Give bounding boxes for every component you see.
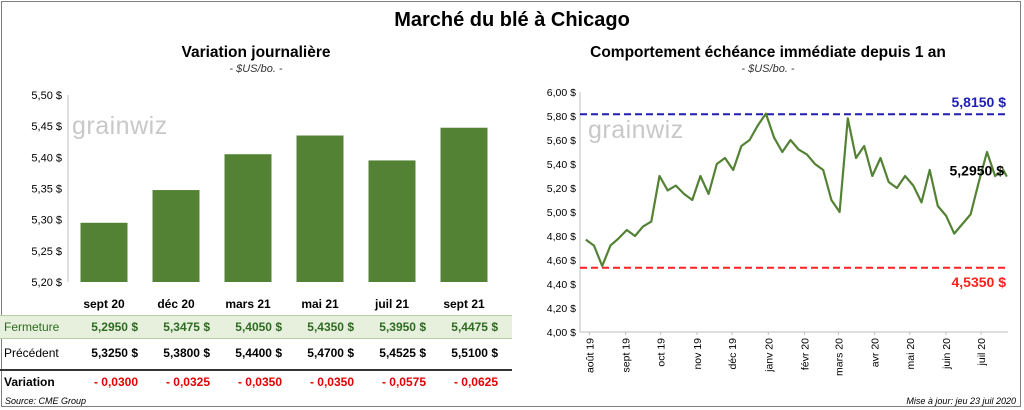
- right-chart-subtitle: - $US/bo. -: [741, 63, 795, 75]
- x-tick-label: sept 20: [83, 297, 125, 311]
- x-tick-label: avr 20: [870, 338, 882, 367]
- x-tick-label: juin 20: [941, 338, 953, 370]
- variation-cell: - 0,0300: [93, 375, 138, 389]
- y-tick-label: 5,20 $: [31, 277, 62, 289]
- close-cell: 5,3475 $: [163, 320, 210, 334]
- row-label-variation: Variation: [4, 375, 55, 389]
- table-row-previous: Précédent 5,3250 $ 5,3800 $ 5,4400 $ 5,4…: [0, 342, 512, 364]
- y-tick-label: 4,60 $: [547, 255, 576, 267]
- x-tick-label: mai 20: [905, 338, 917, 370]
- y-tick-label: 5,45 $: [31, 121, 62, 133]
- y-tick-label: 4,20 $: [547, 303, 576, 315]
- bar: [152, 190, 200, 282]
- previous-cell: 5,5100 $: [451, 346, 498, 360]
- y-tick-label: 5,40 $: [547, 159, 576, 171]
- x-tick-label: oct 19: [656, 338, 668, 367]
- x-tick-label: mars 21: [225, 297, 271, 311]
- x-tick-label: juil 21: [374, 297, 409, 311]
- last-value-label: 5,2950 $: [950, 163, 1005, 179]
- grainwiz-watermark-right: grainwiz: [588, 116, 684, 144]
- variation-cell: - 0,0575: [381, 375, 426, 389]
- bar: [80, 222, 128, 282]
- line-chart: 4,00 $ 4,20 $ 4,40 $ 4,60 $ 4,80 $ 5,00 $ 5,20…: [547, 87, 1008, 376]
- previous-cell: 5,4525 $: [379, 346, 426, 360]
- max-reference-label: 5,8150 $: [952, 94, 1007, 110]
- page-title: Marché du blé à Chicago: [394, 9, 630, 31]
- row-label-previous: Précédent: [4, 346, 59, 360]
- y-tick-label: 5,35 $: [31, 184, 62, 196]
- close-cell: 5,4475 $: [451, 320, 498, 334]
- left-chart-subtitle: - $US/bo. -: [229, 63, 283, 75]
- y-tick-label: 4,80 $: [547, 231, 576, 243]
- bar-chart: 5,20 $ 5,25 $ 5,30 $ 5,35 $ 5,40 $ 5,45 $ 5,50…: [31, 90, 488, 311]
- bar: [224, 154, 272, 282]
- x-tick-label: nov 19: [692, 338, 704, 370]
- price-series-line: [585, 112, 1008, 268]
- previous-cell: 5,3250 $: [91, 346, 138, 360]
- close-cell: 5,4350 $: [307, 320, 354, 334]
- x-tick-label: sept 21: [443, 297, 485, 311]
- y-tick-label: 5,20 $: [547, 183, 576, 195]
- variation-cell: - 0,0350: [237, 375, 282, 389]
- y-tick-label: 5,00 $: [547, 207, 576, 219]
- table-row-variation: Variation - 0,0300 - 0,0325 - 0,0350 - 0…: [0, 369, 512, 393]
- x-tick-label: sept 19: [621, 338, 633, 373]
- y-tick-label: 5,60 $: [547, 135, 576, 147]
- x-tick-label: août 19: [584, 338, 596, 373]
- variation-cell: - 0,0325: [165, 375, 210, 389]
- previous-cell: 5,4400 $: [235, 346, 282, 360]
- previous-cell: 5,3800 $: [163, 346, 210, 360]
- x-tick-label: mai 21: [301, 297, 339, 311]
- left-chart-title: Variation journalière: [181, 44, 331, 61]
- y-tick-label: 5,40 $: [31, 152, 62, 164]
- y-tick-label: 4,00 $: [547, 327, 576, 339]
- y-tick-label: 6,00 $: [547, 87, 576, 99]
- update-note: Mise à jour: jeu 23 juil 2020: [906, 396, 1016, 406]
- bar: [368, 160, 416, 282]
- x-tick-label: déc 19: [727, 338, 739, 370]
- source-note: Source: CME Group: [5, 396, 87, 406]
- row-label-close: Fermeture: [4, 320, 60, 334]
- close-cell: 5,3950 $: [379, 320, 426, 334]
- y-tick-label: 5,30 $: [31, 215, 62, 227]
- y-tick-label: 4,40 $: [547, 279, 576, 291]
- close-cell: 5,4050 $: [235, 320, 282, 334]
- y-tick-label: 5,80 $: [547, 111, 576, 123]
- x-tick-label: mars 20: [833, 338, 845, 376]
- y-tick-label: 5,25 $: [31, 246, 62, 258]
- x-tick-label: janv 20: [763, 338, 775, 373]
- bar: [296, 135, 344, 282]
- right-chart-title: Comportement échéance immédiate depuis 1…: [590, 44, 946, 61]
- variation-cell: - 0,0625: [453, 375, 498, 389]
- bar: [440, 127, 488, 282]
- table-row-close: Fermeture 5,2950 $ 5,3475 $ 5,4050 $ 5,4…: [0, 315, 512, 339]
- min-reference-label: 4,5350 $: [952, 274, 1007, 290]
- x-tick-label: déc 20: [157, 297, 195, 311]
- close-cell: 5,2950 $: [91, 320, 138, 334]
- x-tick-label: juil 20: [976, 338, 988, 367]
- y-tick-label: 5,50 $: [31, 90, 62, 102]
- grainwiz-watermark-left: grainwiz: [72, 112, 168, 140]
- variation-cell: - 0,0350: [309, 375, 354, 389]
- previous-cell: 5,4700 $: [307, 346, 354, 360]
- x-tick-label: févr 20: [800, 338, 812, 370]
